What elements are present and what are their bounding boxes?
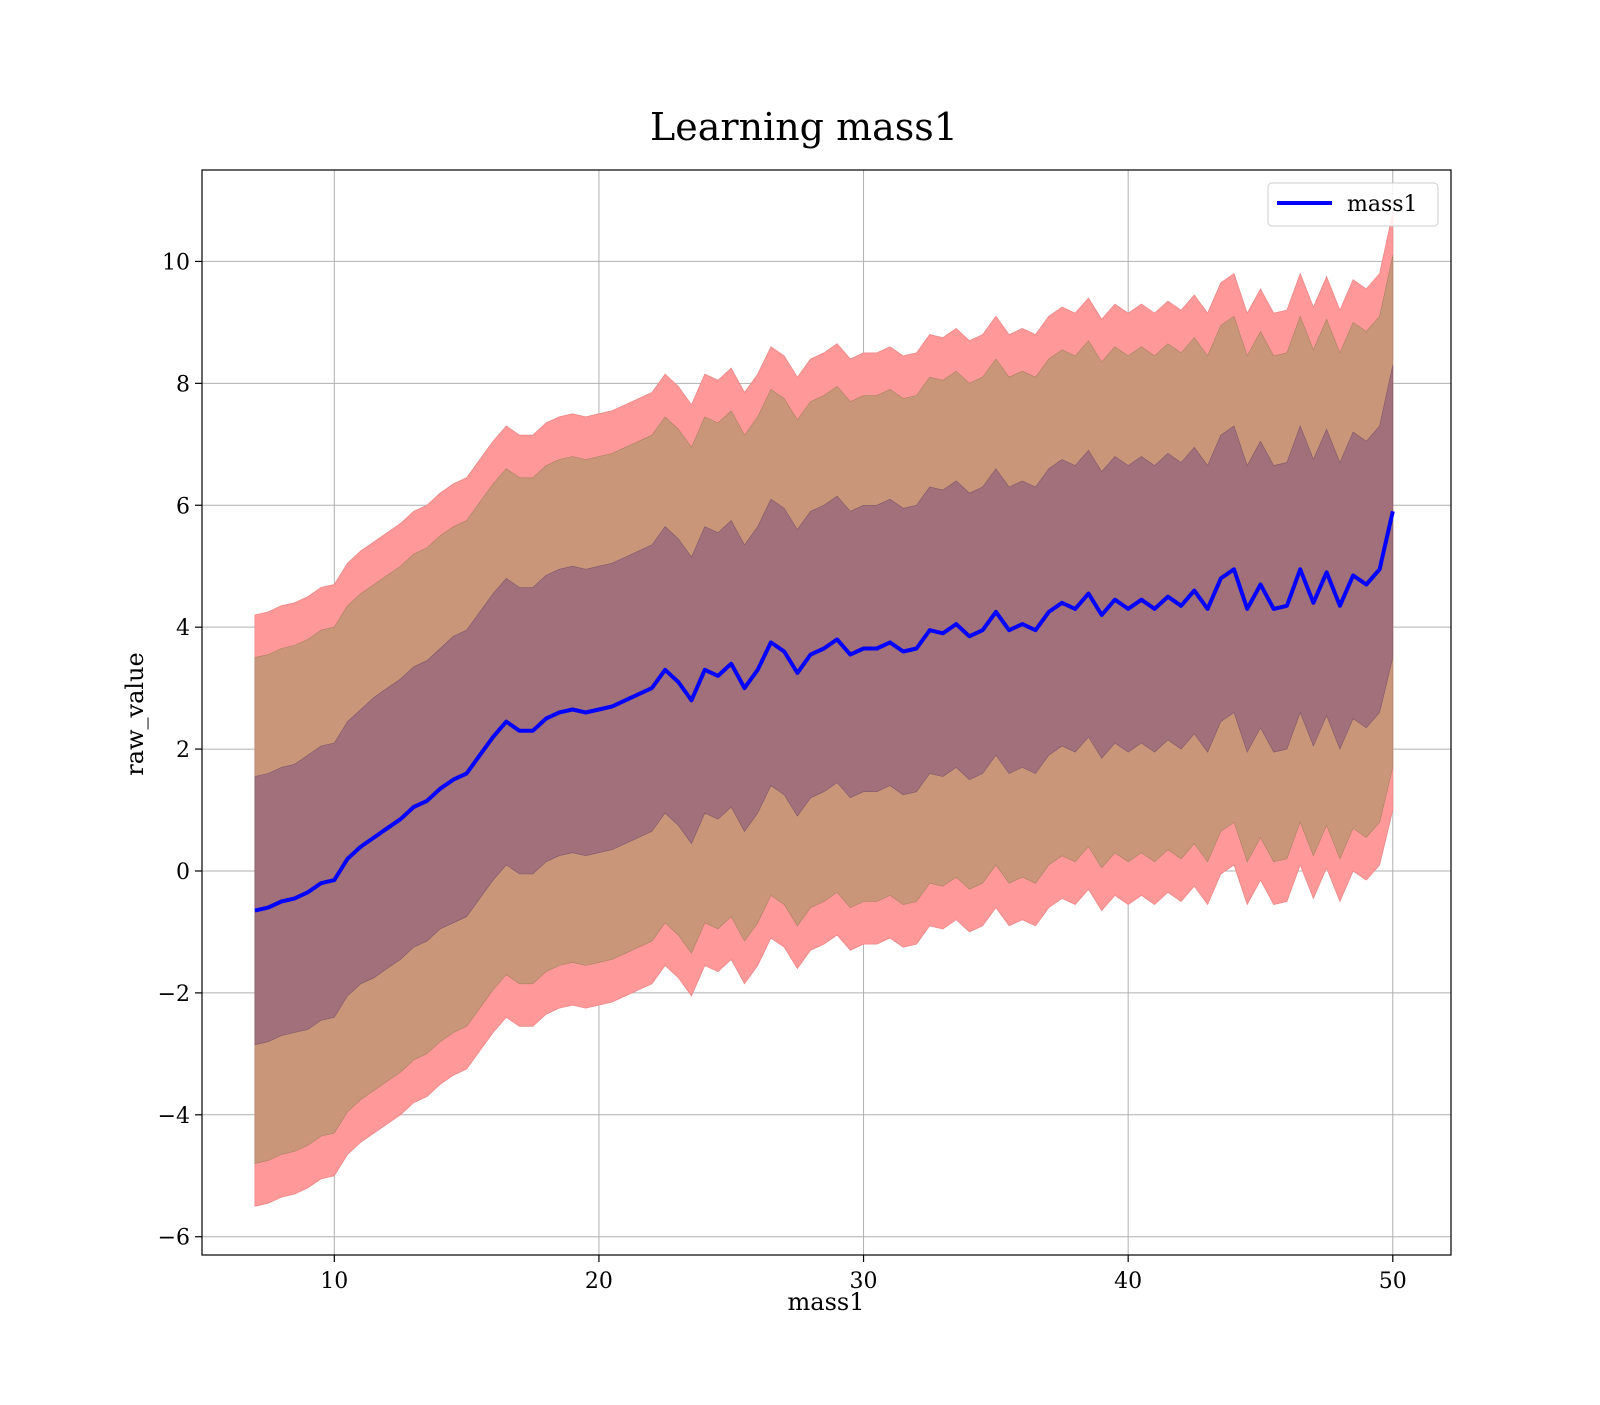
y-axis-label: raw_value <box>121 652 149 776</box>
legend: mass1 <box>1267 182 1439 227</box>
x-tick-label: 30 <box>850 1269 878 1294</box>
y-ticks: −6 −4 −2 0 2 4 6 8 10 <box>158 250 202 1251</box>
y-tick-label: 10 <box>162 250 190 275</box>
x-tick-label: 20 <box>585 1269 613 1294</box>
x-axis-label: mass1 <box>788 1288 865 1316</box>
uncertainty-bands <box>254 212 1394 1207</box>
x-tick-label: 50 <box>1379 1269 1407 1294</box>
x-tick-label: 10 <box>320 1269 348 1294</box>
y-tick-label: −4 <box>158 1104 190 1129</box>
y-tick-label: 0 <box>176 860 190 885</box>
y-tick-label: 8 <box>176 372 190 397</box>
x-tick-label: 40 <box>1114 1269 1142 1294</box>
legend-label-mass1: mass1 <box>1347 192 1418 217</box>
series-lines <box>254 510 1395 913</box>
band-inner <box>254 365 1394 1046</box>
y-tick-label: 6 <box>176 494 190 519</box>
y-tick-label: −2 <box>158 982 190 1007</box>
series-line-mass1 <box>254 510 1395 913</box>
y-tick-label: −6 <box>158 1226 190 1251</box>
y-tick-label: 2 <box>176 738 190 763</box>
legend-box <box>1267 182 1439 227</box>
y-tick-label: 4 <box>176 616 190 641</box>
plot-frame <box>201 169 1452 1256</box>
x-ticks: 10 20 30 40 50 <box>320 1255 1407 1294</box>
chart-title: Learning mass1 <box>650 105 958 149</box>
